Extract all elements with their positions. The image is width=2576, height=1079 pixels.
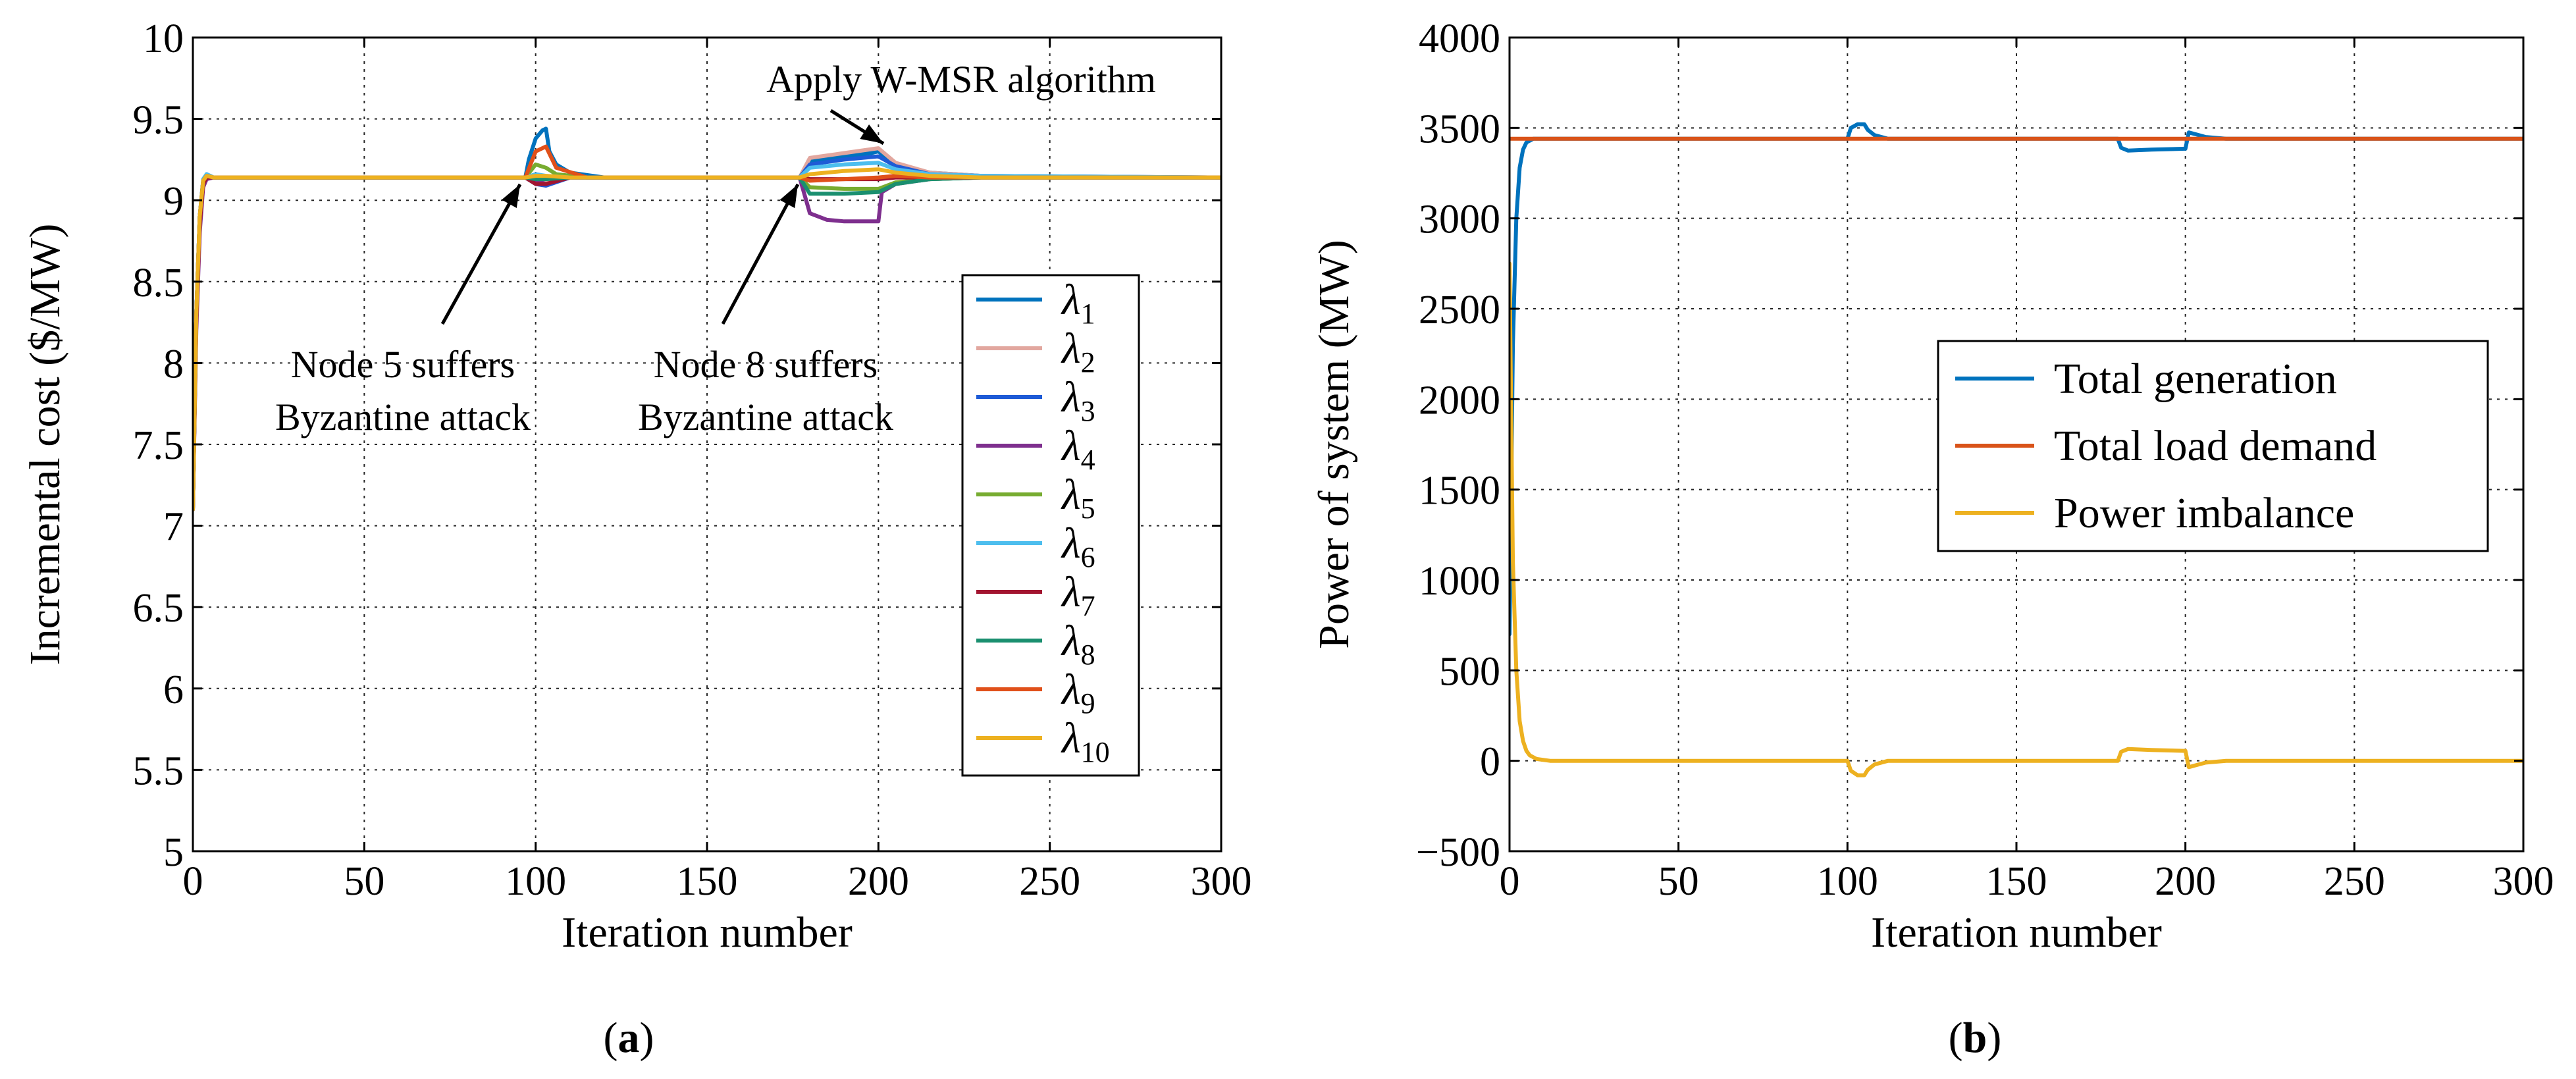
- legend-entry: λ7: [1061, 568, 1095, 622]
- annotation-arrow: [440, 183, 522, 325]
- annotation-arrowhead: [502, 184, 520, 209]
- y-tick-label: 10: [143, 16, 184, 61]
- y-tick-label: 2500: [1419, 288, 1500, 332]
- annotation-text: Node 8 suffers: [654, 343, 878, 386]
- legend-entry: λ9: [1061, 666, 1095, 720]
- y-axis-label: Incremental cost ($/MW): [21, 224, 69, 666]
- chart-panel-b: 0 50 100 150 200 250 300−500050010001500200025…: [1310, 16, 2554, 1062]
- y-tick-label: 1000: [1419, 559, 1500, 604]
- y-tick-label: 7: [163, 505, 184, 550]
- x-axis-label: Iteration number: [1871, 908, 2162, 957]
- y-axis-label: Power of system (MW): [1310, 240, 1358, 648]
- legend-entry: λ10: [1061, 714, 1110, 768]
- y-tick-label: 500: [1439, 649, 1500, 694]
- x-tick-label: 250: [2324, 859, 2385, 904]
- x-axis-label: Iteration number: [562, 908, 853, 957]
- x-tick-label: 100: [505, 859, 566, 904]
- x-tick-label: 200: [848, 859, 909, 904]
- x-tick-label: 0: [1500, 859, 1520, 904]
- x-tick-label: 50: [344, 859, 384, 904]
- annotation-arrow: [721, 183, 800, 325]
- y-tick-label: 7.5: [133, 423, 184, 468]
- x-tick-label: 300: [1191, 859, 1252, 904]
- y-tick-label: 4000: [1419, 16, 1500, 61]
- series-line-3: [1510, 261, 2523, 777]
- panel-caption: (b): [1949, 1014, 2002, 1062]
- y-tick-label: −500: [1416, 830, 1500, 875]
- legend-entry: λ6: [1061, 519, 1095, 573]
- legend-entry: Total load demand: [2054, 422, 2377, 470]
- x-tick-label: 150: [677, 859, 738, 904]
- annotation-text: Node 5 suffers: [291, 343, 515, 386]
- annotation-arrowhead: [779, 184, 798, 209]
- y-tick-label: 3000: [1419, 197, 1500, 242]
- legend-entry: λ2: [1061, 325, 1095, 379]
- legend-entry: λ1: [1061, 276, 1095, 330]
- y-tick-label: 6: [163, 668, 184, 712]
- x-tick-label: 250: [1019, 859, 1080, 904]
- y-tick-label: 6.5: [133, 586, 184, 631]
- series-line-1: [1510, 122, 2523, 637]
- x-tick-label: 300: [2493, 859, 2554, 904]
- legend-entry: λ8: [1061, 617, 1095, 671]
- y-tick-label: 1500: [1419, 469, 1500, 513]
- x-tick-label: 0: [183, 859, 203, 904]
- y-tick-label: 8.5: [133, 261, 184, 305]
- legend: Total generation Total load demand Power i…: [1937, 340, 2489, 552]
- series-line-10: [193, 167, 1221, 512]
- x-tick-label: 200: [2155, 859, 2216, 904]
- y-tick-label: 2000: [1419, 378, 1500, 423]
- legend-entry: λ4: [1061, 422, 1095, 476]
- y-tick-label: 8: [163, 342, 184, 386]
- annotation-text: Apply W-MSR algorithm: [766, 58, 1156, 101]
- annotation-text: Byzantine attack: [638, 396, 893, 438]
- annotation-arrowhead: [860, 124, 883, 144]
- x-tick-label: 150: [1986, 859, 2047, 904]
- y-tick-label: 5: [163, 830, 184, 875]
- annotation-text: Byzantine attack: [275, 396, 531, 438]
- y-tick-label: 9.5: [133, 98, 184, 143]
- y-tick-label: 9: [163, 179, 184, 224]
- y-tick-label: 5.5: [133, 749, 184, 793]
- legend-box: [961, 274, 1140, 777]
- series-group: [193, 126, 1221, 512]
- x-tick-label: 100: [1817, 859, 1878, 904]
- series-group: [1510, 122, 2523, 777]
- legend-entry: λ3: [1061, 373, 1095, 427]
- legend-entry: Power imbalance: [2054, 489, 2354, 537]
- y-tick-label: 0: [1480, 740, 1500, 785]
- chart-panel-a: 0 50 100 150 200 250 300 5 5.5 6 6.5 7 7.5 8 8.5 9 9.5 10…: [21, 16, 1252, 1062]
- legend-entry: λ5: [1061, 471, 1095, 525]
- x-tick-label: 50: [1658, 859, 1699, 904]
- legend-entry: Total generation: [2054, 355, 2337, 403]
- y-tick-label: 3500: [1419, 107, 1500, 151]
- panel-caption: (a): [604, 1014, 654, 1062]
